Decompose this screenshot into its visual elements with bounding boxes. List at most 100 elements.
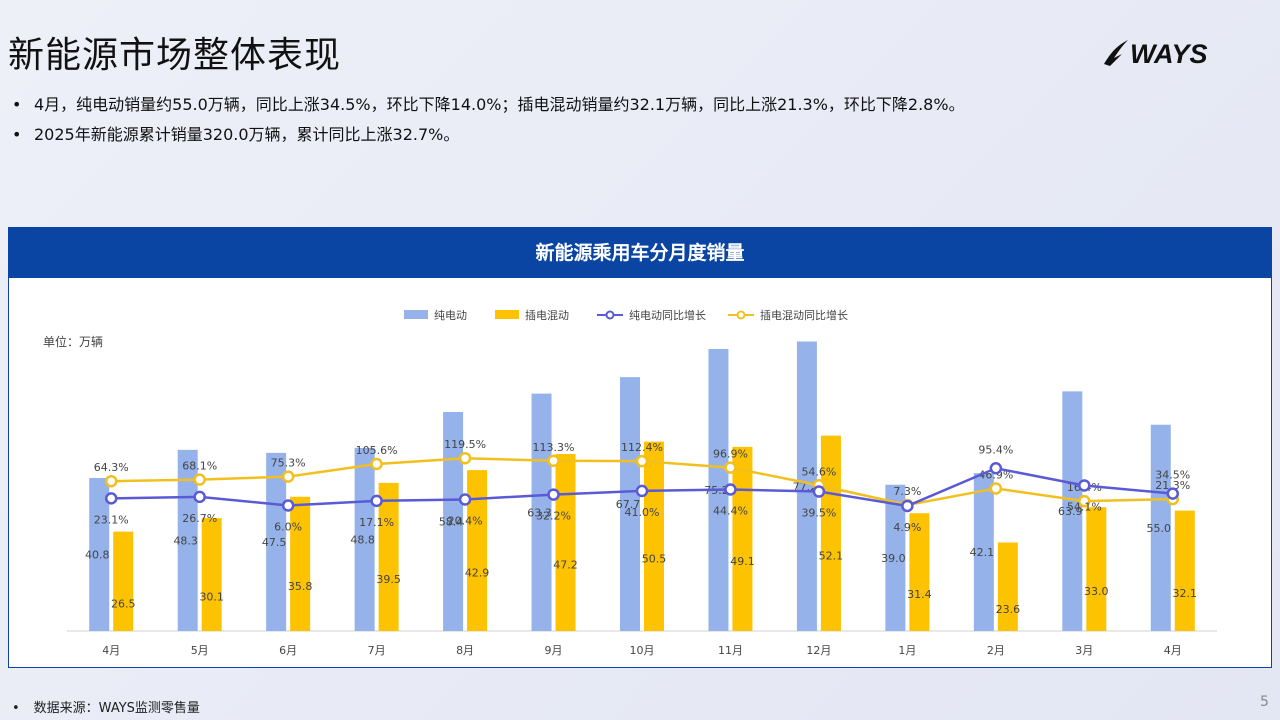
bev-growth-label: 23.1%	[94, 513, 129, 526]
phev-growth-label: 119.5%	[444, 438, 486, 451]
bullet-dot: •	[12, 125, 22, 144]
x-tick-label: 4月	[102, 644, 120, 657]
bev-growth-point	[370, 494, 383, 508]
phev-growth-point	[1078, 494, 1091, 508]
bev-bar-label: 42.1	[970, 546, 995, 559]
bev-growth-point	[281, 499, 295, 512]
phev-bar	[1086, 507, 1107, 631]
legend-label: 纯电动	[434, 309, 467, 322]
bev-growth-point	[104, 492, 118, 505]
phev-bar	[113, 531, 134, 631]
phev-bar-label: 23.6	[996, 603, 1021, 616]
phev-growth-label: 68.1%	[182, 460, 217, 473]
phev-bar	[555, 454, 576, 631]
bev-bar	[443, 412, 464, 631]
x-tick-label: 11月	[718, 644, 743, 657]
chart-title: 新能源乘用车分月度销量	[9, 228, 1271, 278]
bullet-text: 2025年新能源累计销量320.0万辆，累计同比上涨32.7%。	[34, 125, 460, 144]
logo-text: WAYS	[1130, 39, 1208, 69]
summary-bullets: • 4月，纯电动销量约55.0万辆，同比上涨34.5%，环比下降14.0%；插电混…	[12, 90, 965, 150]
bullet-dot: •	[12, 701, 20, 716]
phev-growth-point	[635, 454, 649, 468]
bev-growth-point	[193, 490, 206, 504]
bev-bar-label: 58.4	[439, 516, 464, 529]
bev-growth-point	[989, 462, 1003, 475]
legend-label: 插电混动同比增长	[760, 308, 848, 322]
bev-growth-point	[1078, 479, 1091, 492]
phev-bar-label: 52.1	[819, 549, 844, 562]
bev-bar	[1150, 424, 1171, 631]
phev-bar	[378, 482, 399, 631]
phev-bar-label: 30.1	[199, 591, 224, 604]
phev-growth-label: 7.3%	[893, 485, 921, 498]
bev-bar-label: 48.3	[173, 534, 198, 547]
x-tick-label: 2月	[987, 644, 1005, 657]
phev-growth-label: 54.6%	[801, 465, 836, 478]
logo-mark-icon	[1104, 40, 1128, 66]
bev-bar-label: 63.3	[527, 506, 552, 519]
phev-bar	[820, 435, 841, 631]
bev-bar-label: 40.8	[85, 549, 110, 562]
phev-bar-label: 39.5	[376, 573, 401, 586]
x-tick-label: 5月	[191, 644, 209, 657]
phev-bar-label: 47.2	[553, 559, 578, 572]
legend-swatch	[404, 310, 428, 319]
x-tick-label: 4月	[1164, 644, 1182, 657]
phev-growth-point	[547, 454, 560, 468]
phev-growth-label: 105.6%	[356, 444, 398, 457]
bev-bar	[354, 448, 375, 631]
bev-bar	[89, 478, 110, 631]
phev-bar	[201, 518, 222, 631]
phev-growth-point	[458, 451, 472, 465]
bev-bar-label: 48.8	[350, 534, 375, 547]
phev-growth-point	[193, 473, 206, 486]
phev-bar	[644, 441, 664, 631]
bev-growth-label: 4.9%	[893, 521, 921, 534]
unit-label: 单位：万辆	[43, 334, 103, 349]
phev-bar-label: 35.8	[288, 580, 313, 593]
page-number: 5	[1260, 694, 1269, 710]
phev-growth-point	[989, 482, 1003, 495]
phev-bar	[467, 470, 488, 631]
bev-bar	[796, 341, 817, 631]
x-tick-label: 1月	[898, 644, 916, 657]
data-source-text: 数据来源：WAYS监测零售量	[33, 701, 200, 716]
bev-bar	[531, 393, 552, 631]
bev-growth-point	[724, 483, 737, 496]
phev-bar	[732, 446, 753, 631]
page-title: 新能源市场整体表现	[8, 35, 342, 76]
phev-growth-label: 64.3%	[94, 461, 129, 474]
phev-growth-point	[104, 474, 118, 488]
phev-growth-label: 96.9%	[713, 448, 748, 461]
x-tick-label: 10月	[630, 644, 655, 657]
phev-bar	[909, 513, 930, 631]
phev-growth-label: 112.4%	[621, 441, 663, 454]
bev-growth-label: 17.1%	[359, 516, 394, 529]
phev-growth-point	[724, 461, 737, 474]
bev-bar-label: 67.7	[616, 498, 641, 511]
phev-bar	[290, 496, 311, 631]
bullet-text: 4月，纯电动销量约55.0万辆，同比上涨34.5%，环比下降14.0%；插电混动…	[34, 95, 965, 114]
bev-bar	[885, 484, 906, 631]
bev-growth-label: 26.7%	[182, 512, 217, 525]
phev-growth-point	[281, 470, 295, 483]
phev-growth-label: 75.3%	[271, 457, 306, 470]
x-tick-label: 3月	[1075, 644, 1093, 657]
chart-panel: 新能源乘用车分月度销量 单位：万辆 纯电动 插电混动 纯电动同比增长 插电混动同比增长 4…	[8, 227, 1272, 668]
bev-growth-point	[812, 485, 826, 498]
bev-growth-label: 34.5%	[1155, 469, 1190, 482]
phev-bar-label: 50.5	[642, 552, 667, 565]
bev-growth-label: 39.5%	[801, 507, 836, 520]
data-source-note: • 数据来源：WAYS监测零售量	[12, 697, 200, 716]
phev-bar	[997, 542, 1018, 631]
legend-swatch	[495, 310, 519, 319]
phev-bar-label: 26.5	[111, 597, 136, 610]
phev-growth-label: 21.3%	[1155, 479, 1190, 492]
bev-growth-label: 20.4%	[448, 515, 483, 528]
bev-bar	[973, 473, 994, 631]
legend-marker	[605, 310, 615, 320]
bev-bar	[620, 377, 640, 631]
x-tick-label: 8月	[456, 644, 474, 657]
monthly-sales-chart: 单位：万辆 纯电动 插电混动 纯电动同比增长 插电混动同比增长 40.8 26.5 4月 48.…	[43, 308, 1217, 657]
phev-bar-label: 42.9	[465, 567, 490, 580]
